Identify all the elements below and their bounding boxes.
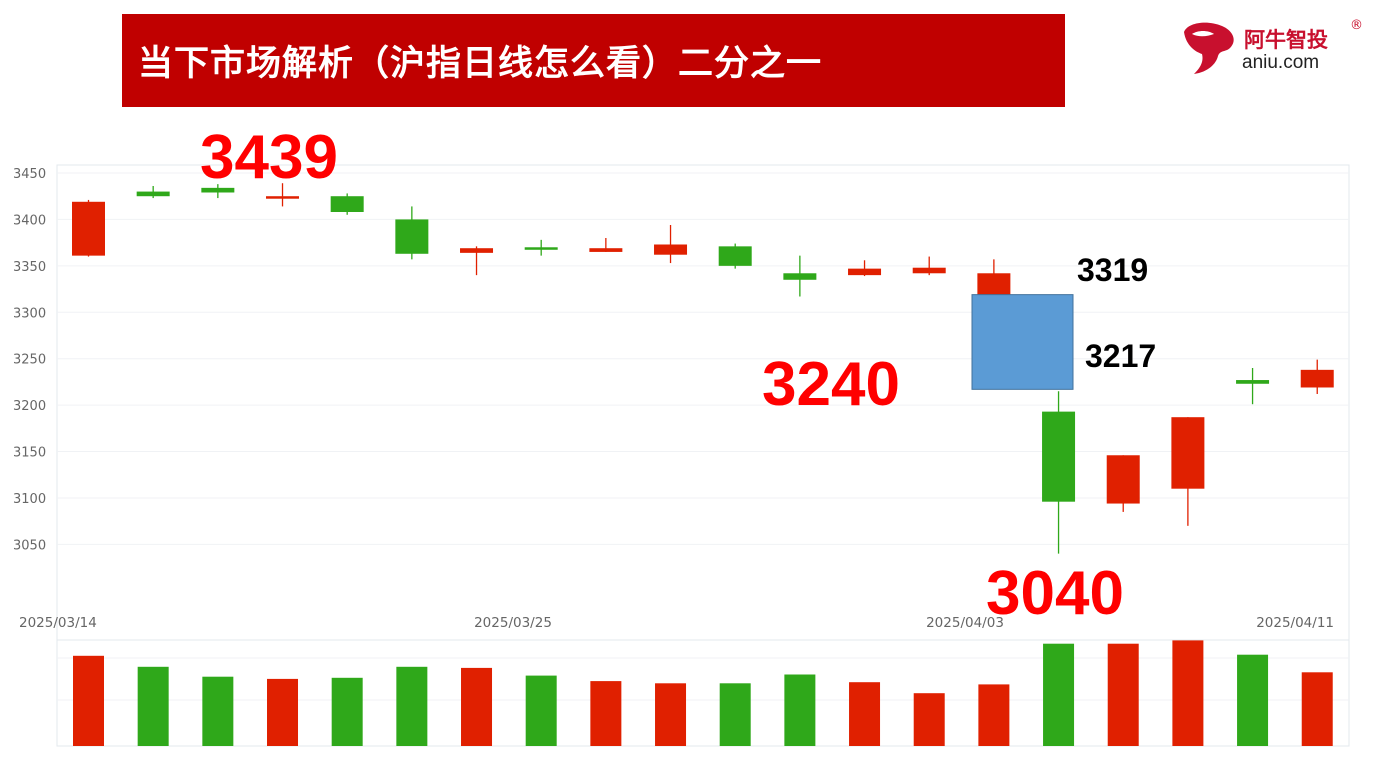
candle-body	[136, 191, 170, 197]
y-tick-label: 3450	[13, 167, 46, 182]
volume-bar	[913, 693, 945, 746]
x-date-label: 2025/04/03	[926, 615, 1004, 631]
registered-mark: ®	[1350, 18, 1363, 33]
candle-body	[1106, 455, 1140, 504]
volume-bar	[1172, 640, 1204, 746]
candle-body	[589, 248, 623, 252]
x-date-label: 2025/03/14	[19, 615, 97, 631]
volume-bar	[1301, 672, 1333, 746]
y-tick-label: 3350	[13, 260, 46, 275]
y-tick-label: 3100	[13, 492, 46, 507]
y-tick-label: 3200	[13, 399, 46, 414]
volume-bar	[396, 666, 428, 746]
high-annotation: 3439	[200, 123, 338, 192]
volume-bar	[331, 677, 363, 746]
volume-bar	[525, 675, 557, 746]
candle-body	[718, 246, 752, 266]
volume-bar	[1043, 643, 1075, 746]
gap-bottom-annotation: 3217	[1085, 338, 1156, 374]
volume-bar	[267, 678, 299, 746]
candle-body	[977, 273, 1011, 295]
volume-bar	[719, 683, 751, 746]
volume-bar	[655, 683, 687, 746]
volume-bar	[1107, 643, 1139, 746]
low-annotation: 3040	[986, 559, 1124, 628]
volume-bar	[784, 674, 816, 746]
candle-body	[654, 244, 688, 255]
volume-bar	[73, 655, 104, 746]
candle-body	[1042, 411, 1076, 502]
volume-bar	[461, 667, 493, 746]
gap-zone-box	[971, 294, 1074, 390]
volume-bar	[202, 676, 234, 746]
volume-bar	[978, 684, 1010, 746]
candle-body	[460, 248, 494, 253]
brand-logo: 阿牛智投 ® aniu.com	[1178, 18, 1368, 78]
candle-body	[524, 247, 558, 250]
candle-body	[1171, 417, 1205, 489]
candle-body	[395, 219, 429, 254]
candle-body	[330, 196, 364, 212]
mid-annotation: 3240	[762, 350, 900, 419]
volume-bar	[590, 681, 622, 746]
candle-body	[1236, 380, 1270, 384]
candle-body	[783, 273, 817, 280]
slide-title: 当下市场解析（沪指日线怎么看）二分之一	[122, 14, 1065, 107]
candle-body	[1300, 369, 1334, 388]
candle-body	[201, 187, 235, 193]
y-tick-label: 3250	[13, 353, 46, 368]
volume-bar	[1237, 654, 1269, 746]
y-tick-label: 3400	[13, 213, 46, 228]
brand-domain: aniu.com	[1242, 52, 1320, 73]
x-date-label: 2025/04/11	[1256, 615, 1334, 631]
volume-bar	[849, 682, 881, 746]
candle-body	[848, 268, 882, 276]
candle-body	[912, 267, 946, 274]
volume-bar	[137, 666, 169, 746]
candle-body	[266, 196, 300, 199]
x-date-label: 2025/03/25	[474, 615, 552, 631]
bull-logo-icon	[1184, 22, 1234, 74]
gap-top-annotation: 3319	[1077, 252, 1148, 288]
y-tick-label: 3150	[13, 446, 46, 461]
y-tick-label: 3300	[13, 306, 46, 321]
candle-body	[72, 201, 105, 256]
y-tick-label: 3050	[13, 538, 46, 553]
brand-name: 阿牛智投	[1244, 28, 1328, 52]
plot-frame	[56, 164, 1350, 747]
